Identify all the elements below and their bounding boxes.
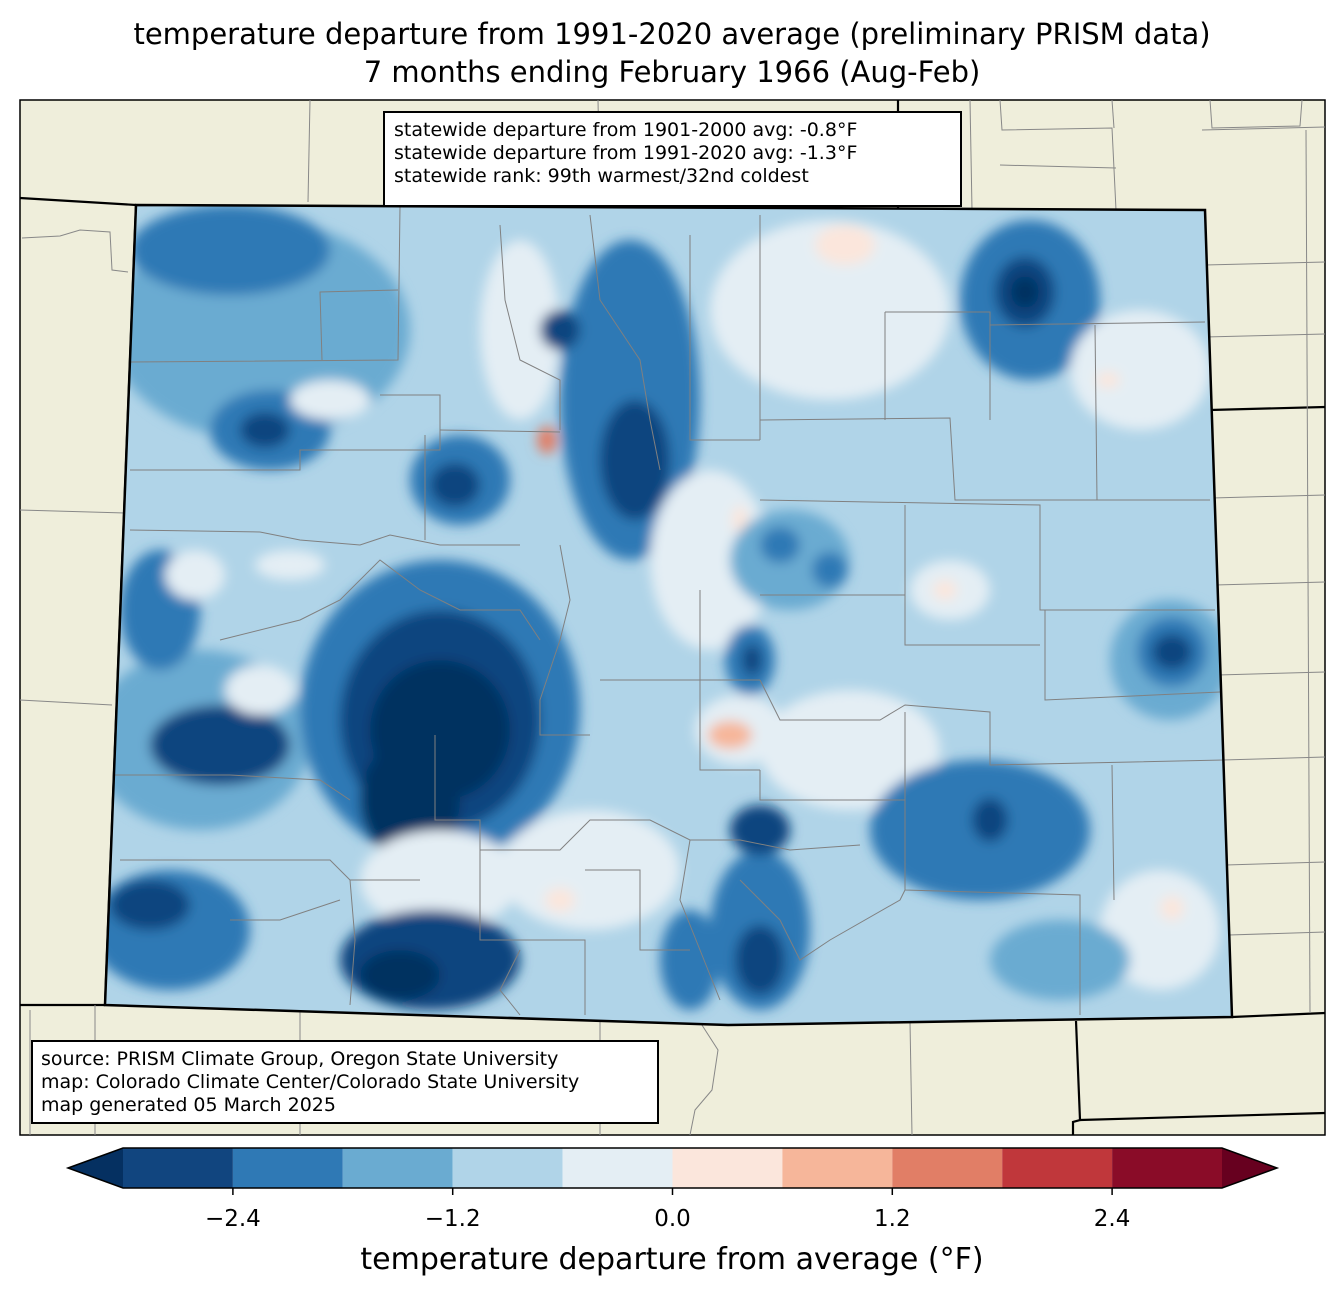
colorbar-bin: [342, 1148, 453, 1188]
colorbar-over-triangle: [1222, 1148, 1277, 1188]
colorbar-bin: [562, 1148, 673, 1188]
colorbar-bin: [123, 1148, 233, 1188]
colorbar-bin: [782, 1148, 893, 1188]
source-box: source: PRISM Climate Group, Oregon Stat…: [31, 1040, 659, 1124]
colorbar-bin: [892, 1148, 1003, 1188]
stats-departure-1991-2020: statewide departure from 1991-2020 avg: …: [394, 142, 858, 164]
source-prism: source: PRISM Climate Group, Oregon Stat…: [41, 1048, 559, 1070]
source-generated-date: map generated 05 March 2025: [41, 1094, 336, 1116]
colorbar-bin: [672, 1148, 783, 1188]
colorbar-tick-label: 1.2: [874, 1206, 911, 1232]
temperature-field: [105, 205, 1232, 1025]
colorbar-tick-label: −1.2: [424, 1206, 481, 1232]
statewide-stats-box: statewide departure from 1901-2000 avg: …: [383, 111, 962, 207]
colorbar-tick-label: 0.0: [654, 1206, 691, 1232]
stats-rank: statewide rank: 99th warmest/32nd coldes…: [394, 165, 809, 187]
colorbar-label: temperature departure from average (°F): [360, 1242, 984, 1277]
county-lines: [110, 206, 1226, 1016]
colorbar-tick-label: 2.4: [1093, 1206, 1131, 1232]
colorado-border: [103, 203, 1234, 1027]
colorbar-bin: [232, 1148, 343, 1188]
colorbar-tick-label: −2.4: [204, 1206, 261, 1232]
colorbar-under-triangle: [68, 1148, 123, 1188]
colorbar-bin: [1112, 1148, 1222, 1188]
map-title-line1: temperature departure from 1991-2020 ave…: [133, 17, 1211, 51]
map-title-line2: 7 months ending February 1966 (Aug-Feb): [363, 55, 981, 89]
source-map-credit: map: Colorado Climate Center/Colorado St…: [41, 1071, 580, 1093]
stats-departure-1901-2000: statewide departure from 1901-2000 avg: …: [394, 119, 858, 141]
colorbar-bin: [452, 1148, 563, 1188]
colorbar-bin: [1002, 1148, 1113, 1188]
colorbar-outline: [65, 1147, 1280, 1189]
colorbar: [65, 1147, 1280, 1195]
